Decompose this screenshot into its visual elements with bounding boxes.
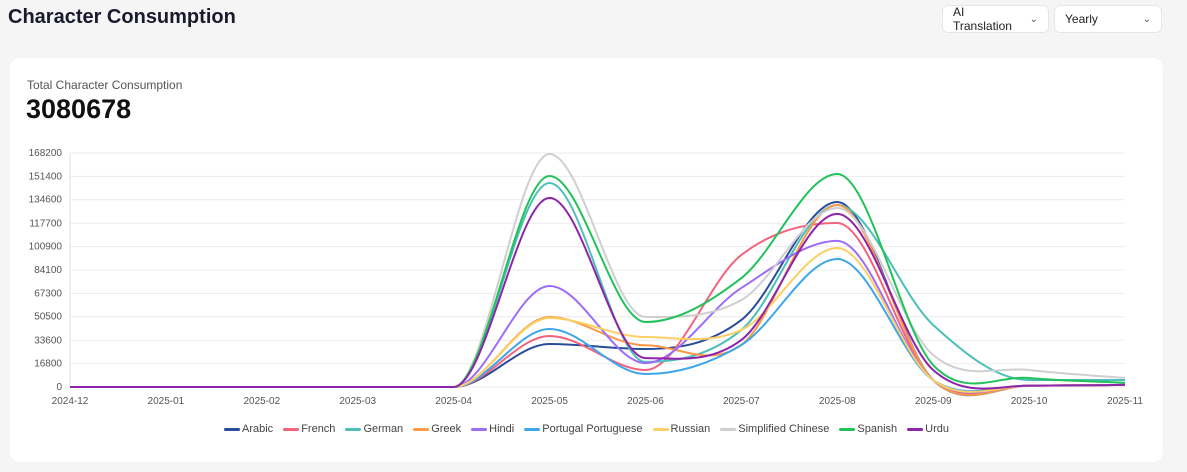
chevron-down-icon: ⌄	[1029, 13, 1038, 25]
y-tick-label: 84100	[34, 265, 62, 276]
legend-swatch	[839, 427, 856, 431]
legend-swatch	[907, 427, 924, 431]
x-tick-label: 2025-07	[723, 396, 760, 407]
y-tick-label: 168200	[29, 148, 63, 159]
legend-swatch	[283, 427, 300, 431]
x-tick-label: 2025-11	[1107, 396, 1143, 407]
legend-label: Hindi	[489, 423, 515, 435]
chart-legend: Arabic French German Greek Hindi Portugal Por…	[10, 423, 1163, 435]
y-tick-label: 151400	[29, 171, 63, 182]
y-tick-label: 0	[56, 382, 62, 393]
legend-item[interactable]: Simplified Chinese	[720, 423, 829, 435]
legend-item[interactable]: Hindi	[471, 423, 514, 435]
legend-swatch	[413, 427, 430, 431]
legend-label: Spanish	[857, 423, 898, 435]
y-tick-label: 117700	[29, 218, 62, 229]
legend-swatch	[471, 427, 488, 431]
page-title: Character Consumption	[8, 6, 236, 28]
x-tick-label: 2025-08	[819, 396, 856, 407]
y-tick-label: 33600	[34, 335, 62, 346]
y-tick-label: 134600	[29, 195, 63, 206]
series-line-urdu	[70, 196, 1126, 390]
x-tick-label: 2025-06	[627, 396, 664, 407]
legend-item[interactable]: Spanish	[839, 423, 897, 435]
legend-swatch	[720, 427, 737, 431]
legend-item[interactable]: German	[345, 423, 403, 435]
legend-item[interactable]: Urdu	[907, 423, 949, 435]
x-tick-label: 2025-10	[1011, 396, 1048, 407]
y-tick-label: 100900	[29, 242, 63, 253]
legend-label: Greek	[431, 423, 462, 435]
y-tick-label: 67300	[34, 288, 62, 299]
legend-label: Urdu	[925, 423, 949, 435]
legend-swatch	[652, 427, 669, 431]
legend-item[interactable]: Russian	[652, 423, 711, 435]
legend-label: French	[301, 423, 336, 435]
x-tick-label: 2025-04	[435, 396, 472, 407]
service-select[interactable]: AI Translation ⌄	[942, 5, 1049, 33]
series-line-arabic	[70, 200, 1126, 397]
x-tick-label: 2025-09	[915, 396, 952, 407]
total-value: 3080678	[26, 94, 132, 124]
period-select-value: Yearly	[1065, 12, 1098, 26]
x-tick-label: 2025-02	[243, 396, 280, 407]
legend-item[interactable]: Portugal Portuguese	[524, 423, 643, 435]
service-select-value: AI Translation	[953, 5, 1012, 33]
legend-label: Russian	[670, 423, 711, 435]
x-tick-label: 2025-05	[531, 396, 568, 407]
chevron-down-icon: ⌄	[1142, 13, 1151, 25]
legend-label: Portugal Portuguese	[542, 423, 643, 435]
period-select[interactable]: Yearly ⌄	[1054, 5, 1162, 33]
legend-label: Simplified Chinese	[738, 423, 830, 435]
total-label: Total Character Consumption	[27, 78, 183, 92]
consumption-card: Total Character Consumption 3080678 0 168…	[10, 58, 1163, 462]
legend-label: German	[363, 423, 404, 435]
legend-item[interactable]: French	[283, 423, 335, 435]
legend-swatch	[224, 427, 240, 431]
x-tick-label: 2024-12	[52, 396, 89, 407]
line-chart: 0 16800 33600 50500 67300 84100 100900 117700 13…	[29, 148, 1144, 407]
legend-item[interactable]: Arabic	[224, 423, 273, 435]
legend-item[interactable]: Greek	[413, 423, 461, 435]
legend-label: Arabic	[242, 423, 274, 435]
legend-swatch	[524, 427, 541, 431]
legend-swatch	[345, 427, 362, 431]
x-tick-label: 2025-01	[148, 396, 185, 407]
y-tick-label: 50500	[34, 312, 62, 323]
y-tick-label: 16800	[34, 359, 62, 370]
series-line-german	[70, 182, 1125, 389]
x-tick-label: 2025-03	[339, 396, 376, 407]
